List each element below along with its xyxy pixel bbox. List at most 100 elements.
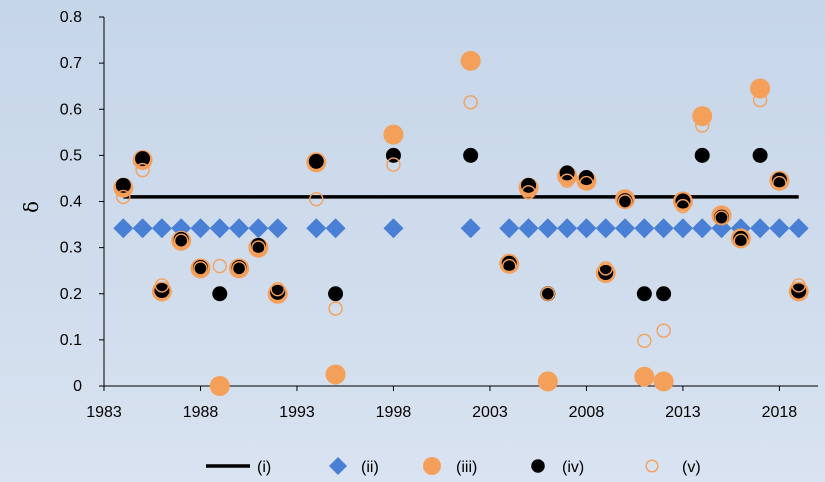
data-point <box>328 286 344 302</box>
data-point <box>578 170 594 186</box>
y-tick-label: 0.6 <box>60 101 82 118</box>
legend-item-3: (iii) <box>423 457 477 476</box>
data-point <box>460 218 481 239</box>
legend-item-4: (iv) <box>531 459 584 476</box>
data-point <box>675 198 691 214</box>
data-point <box>521 185 536 200</box>
y-tick-label: 0 <box>73 378 82 395</box>
data-point <box>656 323 671 338</box>
legend-label: (iii) <box>456 459 477 476</box>
data-point <box>752 92 768 108</box>
data-point <box>325 364 346 385</box>
data-point <box>653 371 674 392</box>
data-point <box>653 218 674 239</box>
data-point <box>248 218 269 239</box>
y-tick-label: 0.4 <box>60 194 82 211</box>
legend-item-2: (ii) <box>329 457 379 476</box>
data-point <box>615 218 636 239</box>
y-tick-label: 0.2 <box>60 286 82 303</box>
data-point <box>386 157 401 172</box>
legend-label: (ii) <box>361 459 379 476</box>
data-point <box>518 218 539 239</box>
data-point <box>306 218 327 239</box>
data-point <box>229 218 250 239</box>
data-point <box>135 162 150 178</box>
legend-marker <box>329 457 347 475</box>
data-point <box>460 50 481 71</box>
data-point <box>752 147 768 163</box>
data-point <box>231 261 247 276</box>
data-point <box>617 194 633 209</box>
x-tick-label: 2018 <box>762 404 798 421</box>
data-point <box>251 240 266 255</box>
data-point <box>675 193 691 209</box>
data-point <box>173 233 189 248</box>
data-point <box>499 218 520 239</box>
data-point <box>772 175 787 191</box>
data-point <box>537 218 558 239</box>
data-point <box>113 218 134 239</box>
data-point <box>576 218 597 239</box>
data-point <box>791 278 806 293</box>
data-point <box>733 233 749 248</box>
data-point <box>308 153 324 169</box>
data-point <box>502 258 517 274</box>
data-point <box>209 376 230 396</box>
data-point <box>135 151 151 167</box>
legend-label: (v) <box>682 459 701 476</box>
data-point <box>154 278 170 293</box>
legend-item-5: (v) <box>645 459 701 476</box>
data-point <box>672 218 693 239</box>
y-tick-label: 0.3 <box>60 240 82 257</box>
data-point <box>151 218 172 239</box>
data-point <box>267 218 288 239</box>
data-point <box>714 210 729 225</box>
data-point <box>579 175 594 191</box>
axes: 0 0.1 0.2 0.3 0.4 0.5 0.6 0.7 0.8 1983 1988 1993 199… <box>60 9 818 421</box>
data-point <box>634 218 655 239</box>
y-tick-label: 0.8 <box>60 9 82 26</box>
legend: (i) (ii) (iii) (iv) (v) <box>206 457 701 476</box>
data-point <box>309 191 324 207</box>
data-point <box>656 286 672 302</box>
y-tick-label: 0.7 <box>60 55 82 72</box>
y-tick-label: 0.5 <box>60 147 82 164</box>
data-point <box>791 283 807 299</box>
x-tick-label: 1983 <box>86 404 122 421</box>
data-point <box>501 255 517 271</box>
data-point <box>598 261 613 276</box>
data-point <box>115 177 131 193</box>
data-point <box>190 218 211 239</box>
data-point <box>771 172 787 188</box>
data-point <box>154 283 170 299</box>
data-point <box>559 165 575 181</box>
data-point <box>540 286 556 302</box>
data-point <box>463 147 479 163</box>
legend-label: (i) <box>257 459 271 476</box>
data-point <box>383 218 404 239</box>
data-point <box>557 218 578 239</box>
data-point <box>692 106 713 127</box>
data-point <box>788 218 809 239</box>
y-tick-label: 0.1 <box>60 332 82 349</box>
x-tick-label: 2003 <box>472 404 508 421</box>
legend-item-1: (i) <box>206 459 271 476</box>
y-axis-title: δ <box>19 201 43 213</box>
x-tick-label: 2008 <box>569 404 605 421</box>
data-point <box>636 286 652 302</box>
data-point <box>132 218 153 239</box>
data-point <box>694 147 710 163</box>
data-point <box>750 218 771 239</box>
data-point <box>637 333 652 348</box>
x-tick-label: 1998 <box>376 404 412 421</box>
series-2 <box>113 218 809 239</box>
data-point <box>559 173 575 188</box>
data-point <box>634 366 655 387</box>
data-point <box>212 258 227 274</box>
x-tick-label: 1993 <box>279 404 315 421</box>
x-tick-label: 2013 <box>665 404 701 421</box>
data-point <box>540 286 556 301</box>
data-point <box>537 371 558 392</box>
data-point <box>463 95 478 110</box>
